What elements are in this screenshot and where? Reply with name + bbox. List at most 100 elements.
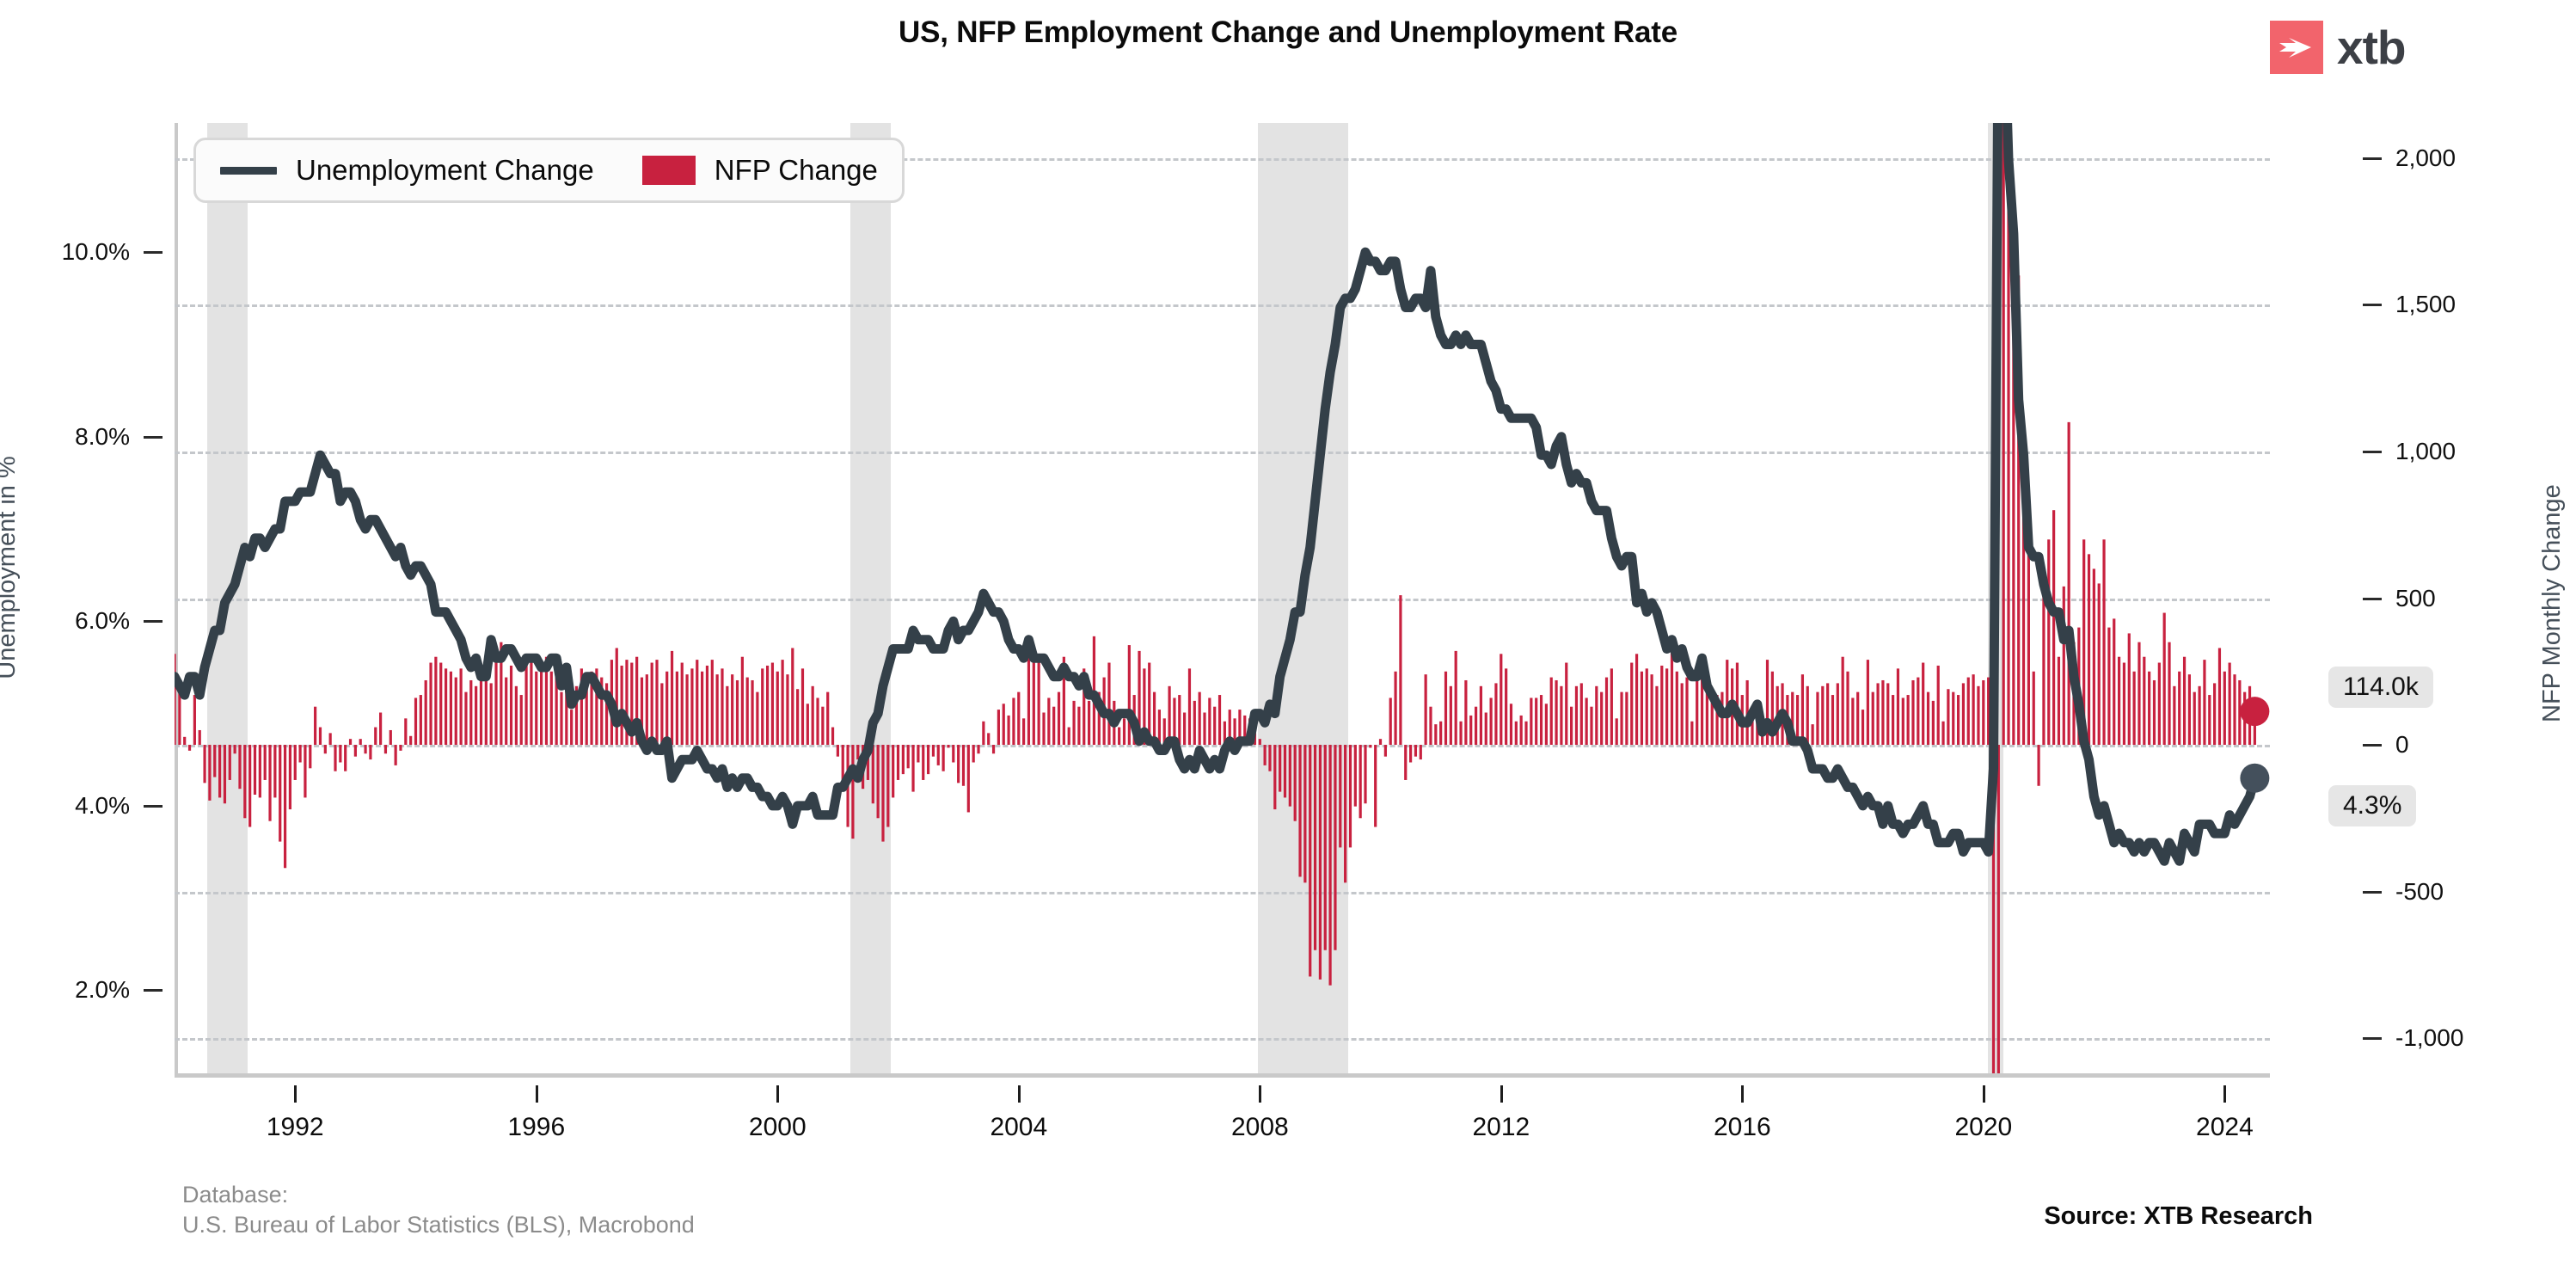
nfp-bar: [786, 674, 789, 746]
nfp-bar: [1168, 685, 1171, 746]
y-axis-tick-label: 4.0%: [75, 791, 130, 819]
legend-item-unemployment[interactable]: Unemployment Change: [220, 154, 594, 187]
gridline: [175, 304, 2270, 308]
nfp-bar: [253, 745, 257, 795]
nfp-bar: [1223, 721, 1226, 746]
nfp-bar: [2168, 642, 2171, 746]
nfp-bar: [479, 671, 483, 746]
nfp-bar: [1479, 685, 1483, 746]
nfp-bar: [1484, 712, 1487, 746]
nfp-bar: [560, 691, 563, 746]
nfp-bar: [1670, 650, 1674, 746]
nfp-bar: [419, 695, 422, 746]
nfp-bar: [374, 727, 377, 746]
nfp-bar: [765, 665, 770, 746]
nfp-bar: [1604, 677, 1609, 746]
y-axis-tick-label: 10.0%: [61, 238, 130, 266]
nfp-bar: [756, 691, 759, 746]
x-axis-tick-label: 2024: [2196, 1113, 2254, 1141]
nfp-bar: [660, 683, 664, 746]
nfp-bar: [1751, 706, 1754, 746]
nfp-bar: [2062, 586, 2065, 746]
nfp-bar: [1645, 668, 1648, 746]
nfp-bar: [404, 718, 408, 746]
nfp-bar: [248, 745, 252, 827]
nfp-bar: [1831, 695, 1835, 746]
nfp-bar: [1836, 683, 1839, 746]
nfp-bar: [183, 736, 187, 746]
nfp-bar: [309, 745, 312, 769]
nfp-bar: [1539, 695, 1543, 746]
nfp-bar: [2113, 618, 2116, 746]
nfp-bar: [972, 745, 975, 763]
nfp-bar: [2037, 745, 2040, 786]
xtb-logo: xtb: [2270, 21, 2406, 74]
x-axis-tick-label: 2012: [1472, 1113, 1530, 1141]
nfp-bar: [590, 671, 593, 746]
nfp-bar: [2102, 539, 2106, 746]
gridline: [175, 891, 2270, 894]
nfp-bar: [2117, 656, 2121, 746]
nfp-bar: [1122, 718, 1126, 746]
nfp-bar: [233, 745, 236, 754]
nfp-bar: [500, 642, 503, 746]
nfp-bar: [283, 745, 287, 869]
nfp-bar: [1811, 724, 1814, 746]
nfp-bar: [1635, 654, 1639, 746]
nfp-bar: [1871, 691, 1874, 746]
nfp-bar: [926, 745, 930, 775]
nfp-bar: [685, 674, 689, 746]
nfp-bar: [751, 679, 754, 746]
nfp-bar: [1383, 745, 1387, 757]
nfp-bar: [1187, 668, 1192, 746]
nfp-bar: [344, 745, 347, 771]
nfp-bar: [1148, 662, 1151, 746]
y2-axis-tick-mark: [2363, 890, 2382, 894]
nfp-bar: [1961, 683, 1966, 746]
nfp-bar: [1429, 706, 1432, 746]
x-axis-tick-label: 2008: [1230, 1113, 1289, 1141]
nfp-bar: [2002, 123, 2005, 746]
nfp-bar: [2082, 539, 2086, 746]
nfp-bar: [826, 691, 830, 746]
legend-item-nfp[interactable]: NFP Change: [641, 154, 878, 187]
nfp-bar: [2253, 711, 2256, 746]
nfp-bar: [800, 668, 805, 746]
nfp-bar: [645, 674, 648, 746]
nfp-bar: [429, 662, 432, 746]
xtb-mark-icon: [2270, 21, 2323, 74]
nfp-bar: [2152, 679, 2156, 746]
x-axis-tick-mark: [1741, 1085, 1745, 1103]
nfp-bar: [1233, 718, 1236, 746]
nfp-bar: [454, 677, 457, 746]
nfp-bar: [1982, 679, 1985, 746]
nfp-bar: [745, 677, 749, 746]
nfp-bar: [831, 727, 835, 746]
nfp-bar: [1217, 695, 1222, 746]
nfp-bar: [585, 674, 588, 746]
x-axis-tick-mark: [535, 1085, 538, 1103]
nfp-bar: [1243, 715, 1247, 746]
nfp-bar: [1157, 710, 1161, 746]
nfp-bar: [1369, 745, 1372, 748]
nfp-bar: [1715, 695, 1719, 746]
nfp-bar: [1901, 697, 1904, 746]
y-axis-tick-label: 2.0%: [75, 976, 130, 1004]
nfp-bar: [936, 745, 940, 765]
y-axis-tick-mark: [144, 989, 163, 992]
y-axis-tick-mark: [144, 251, 163, 255]
nfp-bar: [2087, 554, 2091, 746]
x-axis-tick-mark: [1500, 1085, 1503, 1103]
xtb-wordmark: xtb: [2337, 20, 2406, 74]
nfp-bar: [1620, 691, 1623, 746]
nfp-bar: [892, 745, 895, 798]
nfp-bar: [1846, 671, 1849, 746]
x-axis-tick-mark: [2223, 1085, 2227, 1103]
x-axis-tick-label: 2020: [1954, 1113, 2013, 1141]
nfp-bar: [1680, 683, 1684, 746]
nfp-bar: [836, 745, 839, 757]
nfp-bar: [449, 671, 453, 746]
y2-axis-tick-label: 0: [2395, 731, 2409, 759]
nfp-bar: [1685, 677, 1689, 746]
nfp-bar: [625, 660, 629, 746]
